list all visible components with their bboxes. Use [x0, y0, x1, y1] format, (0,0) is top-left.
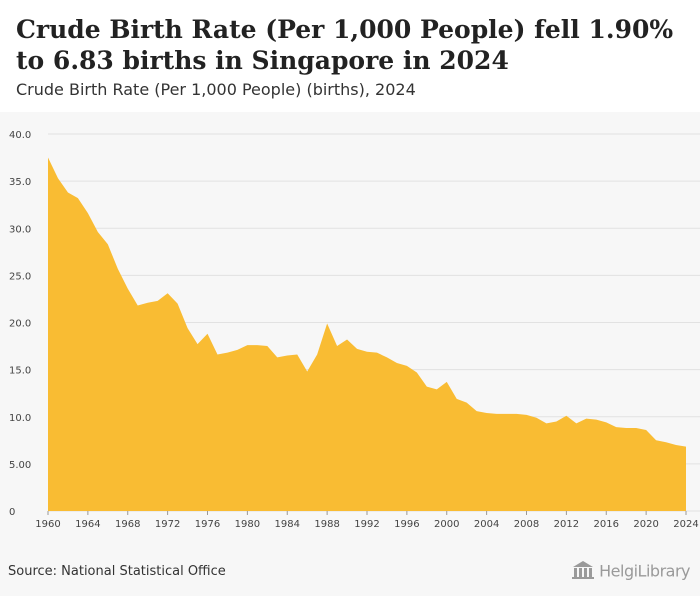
- y-tick-label: 35.0: [9, 177, 31, 188]
- y-tick-label: 15.0: [9, 366, 31, 377]
- x-tick-label: 2000: [434, 519, 459, 530]
- x-axis: 1960 1964 1968 1972 1976 1980 1984 1988 1992 1996…: [35, 511, 699, 530]
- y-axis: 0 5.00 10.0 15.0 20.0 25.0 30.0 35.0 40.0: [9, 130, 31, 518]
- logo-text: HelgiLibrary: [599, 561, 690, 581]
- source-note: Source: National Statistical Office: [8, 564, 226, 579]
- birth-rate-area: [48, 157, 686, 511]
- x-tick-label: 1988: [314, 519, 339, 530]
- chart-subtitle: Crude Birth Rate (Per 1,000 People) (bir…: [16, 80, 416, 99]
- library-building-icon: [571, 560, 595, 584]
- y-tick-label: 10.0: [9, 413, 31, 424]
- area-series: [48, 157, 686, 511]
- x-tick-label: 1992: [354, 519, 379, 530]
- chart-title: Crude Birth Rate (Per 1,000 People) fell…: [16, 15, 674, 75]
- x-tick-label: 1996: [394, 519, 419, 530]
- x-tick-label: 1972: [155, 519, 180, 530]
- y-tick-label: 40.0: [9, 130, 31, 141]
- chart-header: Crude Birth Rate (Per 1,000 People) fell…: [0, 0, 700, 112]
- x-tick-label: 1976: [195, 519, 220, 530]
- x-tick-label: 1964: [75, 519, 100, 530]
- x-tick-label: 1968: [115, 519, 140, 530]
- helgi-library-logo[interactable]: HelgiLibrary: [571, 560, 690, 584]
- x-tick-label: 2020: [633, 519, 658, 530]
- x-tick-label: 2012: [554, 519, 579, 530]
- x-tick-label: 2024: [673, 519, 698, 530]
- x-tick-label: 2004: [474, 519, 499, 530]
- chart-footer: Source: National Statistical Office Helg…: [0, 552, 700, 596]
- y-tick-label: 5.00: [9, 460, 31, 471]
- x-tick-label: 1984: [275, 519, 300, 530]
- x-tick-label: 1960: [35, 519, 60, 530]
- y-tick-label: 30.0: [9, 224, 31, 235]
- x-tick-label: 1980: [235, 519, 260, 530]
- y-tick-label: 20.0: [9, 319, 31, 330]
- x-tick-label: 2008: [514, 519, 539, 530]
- y-tick-label: 25.0: [9, 271, 31, 282]
- y-tick-label: 0: [9, 507, 15, 518]
- x-tick-label: 2016: [594, 519, 619, 530]
